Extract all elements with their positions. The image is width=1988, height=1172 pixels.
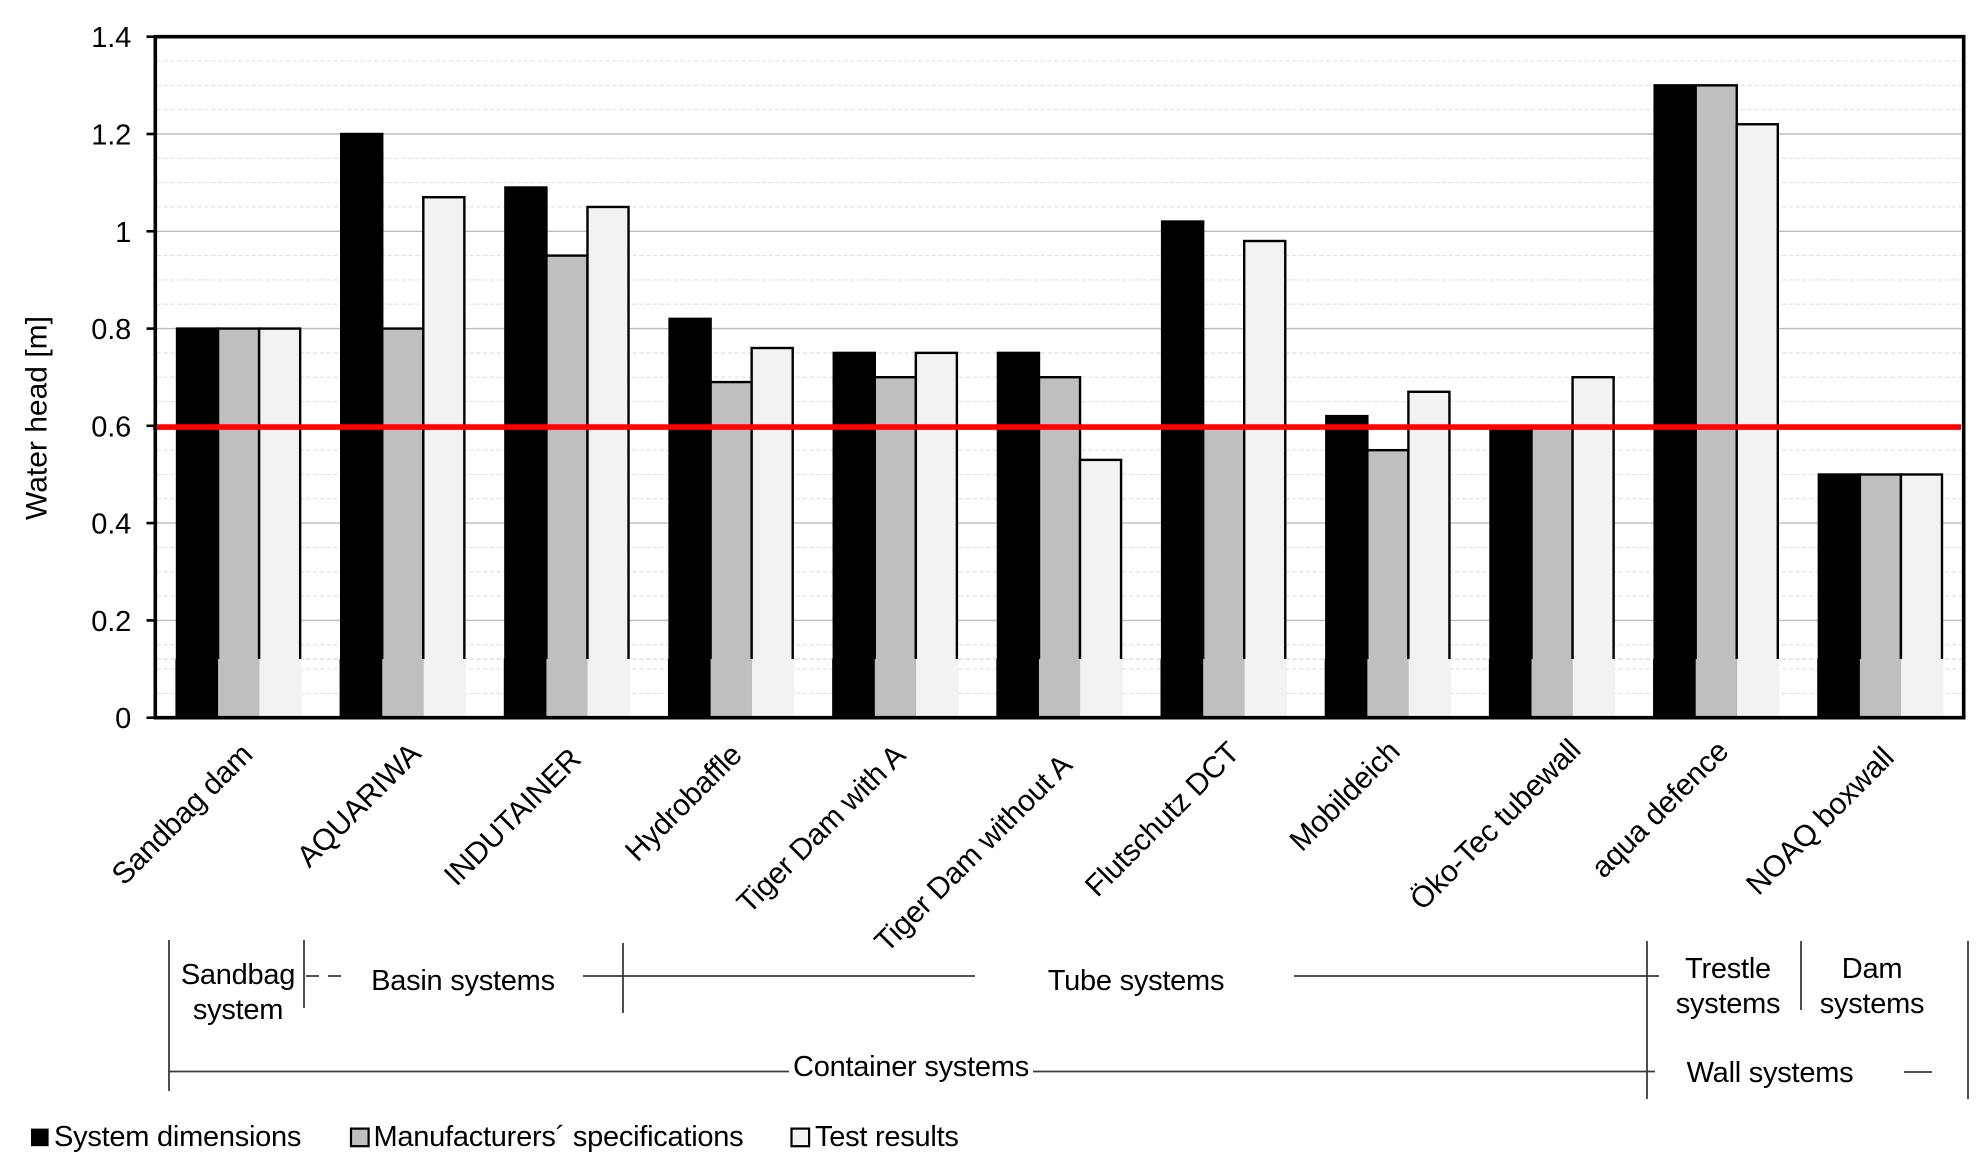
svg-text:0.2: 0.2 — [91, 606, 131, 638]
svg-text:0.8: 0.8 — [91, 314, 131, 346]
svg-text:systems: systems — [1820, 988, 1925, 1020]
svg-text:Wall systems: Wall systems — [1687, 1057, 1854, 1089]
svg-text:Basin systems: Basin systems — [371, 965, 555, 997]
svg-text:1.2: 1.2 — [91, 120, 131, 152]
svg-text:Sandbag: Sandbag — [181, 959, 295, 991]
svg-text:Tube systems: Tube systems — [1048, 965, 1224, 997]
svg-text:1.4: 1.4 — [91, 22, 131, 54]
svg-text:System dimensions: System dimensions — [54, 1121, 301, 1153]
svg-text:systems: systems — [1676, 988, 1781, 1020]
svg-text:0: 0 — [115, 703, 131, 735]
svg-text:Container systems: Container systems — [793, 1051, 1029, 1083]
svg-text:Dam: Dam — [1842, 953, 1902, 985]
svg-text:Water head [m]: Water head [m] — [21, 316, 54, 520]
svg-text:system: system — [193, 994, 283, 1026]
svg-text:0.4: 0.4 — [91, 509, 131, 541]
svg-text:Trestle: Trestle — [1685, 953, 1771, 985]
svg-text:Test results: Test results — [815, 1121, 959, 1153]
svg-text:1: 1 — [115, 217, 131, 249]
svg-text:0.6: 0.6 — [91, 411, 131, 443]
svg-text:Manufacturers´ specifications: Manufacturers´ specifications — [374, 1121, 744, 1153]
